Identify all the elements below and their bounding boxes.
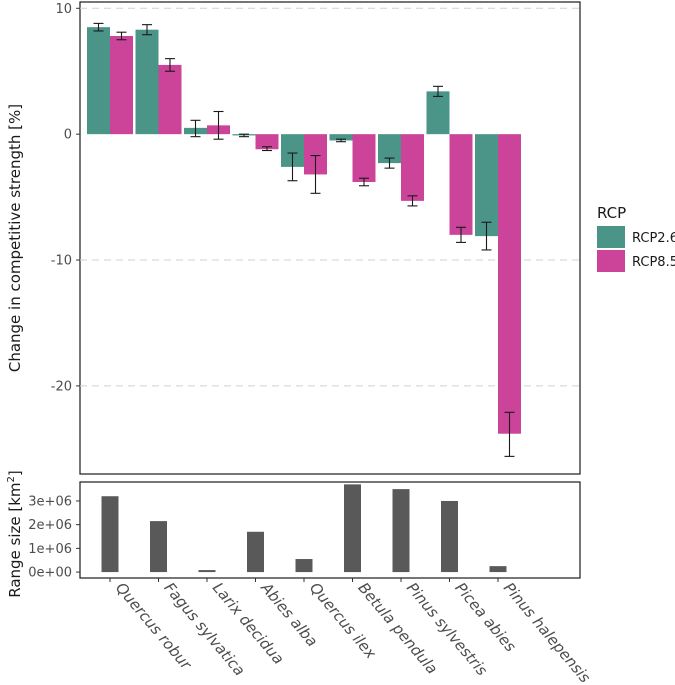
main-panel: -20 -10 0 10 Change in competitive strength… <box>6 1 581 475</box>
range-y-axis-title: Range size [km2] <box>6 470 24 598</box>
bar-rcp85 <box>352 134 376 182</box>
range-bar <box>198 570 216 573</box>
legend-swatch-rcp26 <box>597 226 625 248</box>
bar-rcp85 <box>255 134 279 150</box>
legend-swatch-rcp85 <box>597 250 625 272</box>
range-plot-border <box>79 481 581 579</box>
bar-rcp85 <box>158 64 182 135</box>
main-plot-border <box>79 1 581 475</box>
y-tick-label: 10 <box>55 2 72 17</box>
range-bar <box>101 496 119 573</box>
legend-label-rcp26: RCP2.6 <box>632 231 675 246</box>
bar-rcp85 <box>110 35 133 135</box>
main-bars <box>87 27 521 434</box>
range-bar <box>344 484 361 573</box>
range-y-tick-label: 2e+06 <box>28 518 72 533</box>
bar-rcp26 <box>329 134 353 141</box>
range-bar <box>392 489 410 573</box>
main-y-axis: -20 -10 0 10 <box>51 2 80 394</box>
bar-rcp26 <box>281 134 304 167</box>
y-tick-label: -10 <box>51 254 72 269</box>
category-label: Pinus halepensis <box>500 579 594 685</box>
range-bar <box>441 500 458 573</box>
bar-rcp85 <box>304 134 327 175</box>
legend-title: RCP <box>597 204 626 222</box>
main-y-axis-title: Change in competitive strength [%] <box>6 104 24 372</box>
range-y-tick-label: 3e+06 <box>28 494 72 509</box>
range-bar <box>150 521 167 573</box>
bar-rcp26 <box>426 91 450 135</box>
bar-rcp85 <box>401 134 424 201</box>
bar-rcp26 <box>475 134 498 237</box>
range-y-tick-label: 0e+00 <box>28 566 72 581</box>
y-tick-label: -20 <box>51 379 72 394</box>
bar-rcp26 <box>135 29 159 135</box>
range-bar <box>489 566 507 573</box>
bar-rcp85 <box>498 134 521 434</box>
range-bar <box>247 531 264 573</box>
range-panel: 0e+00 1e+06 2e+06 3e+06 Range size [km2] <box>6 470 581 598</box>
range-y-axis: 0e+00 1e+06 2e+06 3e+06 <box>28 494 80 581</box>
bar-rcp26 <box>87 27 110 135</box>
legend: RCP RCP2.6 RCP8.5 <box>597 204 675 272</box>
legend-label-rcp85: RCP8.5 <box>632 255 675 270</box>
main-error-bars <box>93 22 515 457</box>
bar-rcp85 <box>449 134 473 235</box>
y-tick-label: 0 <box>64 128 72 143</box>
range-bars <box>101 484 507 573</box>
range-y-tick-label: 1e+06 <box>28 542 72 557</box>
range-bar <box>295 559 313 573</box>
bar-rcp26 <box>378 134 401 164</box>
